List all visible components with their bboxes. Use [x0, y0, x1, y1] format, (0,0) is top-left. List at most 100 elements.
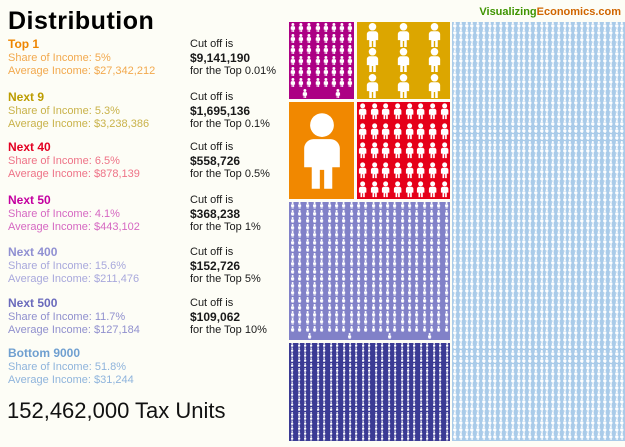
person-icon [313, 303, 317, 311]
person-icon [464, 105, 469, 113]
person-icon [620, 168, 624, 176]
person-icon [597, 147, 601, 155]
person-icon [533, 356, 538, 364]
person-icon [545, 63, 549, 71]
person-icon [574, 98, 578, 106]
person-icon [608, 398, 613, 406]
person-icon [493, 314, 497, 322]
person-icon [551, 286, 555, 294]
person-icon [608, 119, 613, 127]
person-icon [476, 29, 480, 36]
person-icon [305, 245, 309, 253]
person-icon [499, 112, 503, 120]
person-icon [510, 84, 515, 92]
person-icon [539, 161, 543, 169]
person-icon [557, 70, 561, 78]
person-icon [539, 314, 543, 322]
person-icon [585, 307, 590, 315]
person-icon [422, 296, 426, 304]
person-icon [562, 328, 567, 336]
person-icon [516, 22, 520, 29]
group-row-next9: Next 9 Share of Income: 5.3% Average Incom… [8, 91, 290, 131]
person-icon [510, 370, 515, 378]
person-icon [487, 252, 492, 259]
person-icon [394, 436, 397, 441]
person-icon [597, 105, 601, 113]
person-icon [476, 405, 480, 413]
person-icon [557, 328, 561, 336]
person-icon [591, 391, 595, 399]
person-icon [470, 98, 474, 106]
person-icon [378, 202, 382, 209]
person-icon [400, 224, 404, 231]
person-icon [476, 91, 480, 99]
person-icon [614, 224, 618, 232]
site-link[interactable]: VisualizingEconomics.com [479, 6, 621, 18]
person-icon [533, 342, 538, 350]
person-icon [557, 49, 561, 57]
person-icon [459, 84, 463, 92]
person-icon [464, 398, 469, 406]
person-icon [539, 370, 543, 378]
person-icon [568, 363, 572, 371]
person-icon [342, 253, 346, 260]
person-icon [393, 325, 397, 333]
person-icon [597, 77, 601, 85]
person-icon [580, 29, 584, 36]
person-icon [533, 238, 538, 245]
person-icon [364, 303, 368, 311]
person-icon [603, 272, 607, 280]
person-icon [303, 112, 340, 189]
person-icon [608, 279, 613, 287]
person-icon [614, 405, 618, 413]
person-icon [428, 103, 437, 120]
person-icon [499, 161, 503, 169]
person-icon [505, 56, 509, 64]
person-icon [562, 203, 567, 211]
person-icon [551, 384, 555, 392]
person-icon [557, 391, 561, 399]
person-icon [437, 260, 441, 267]
person-icon [313, 253, 317, 260]
person-icon [499, 300, 503, 308]
person-icon [528, 405, 532, 413]
person-icon [393, 303, 397, 311]
person-icon [331, 44, 336, 55]
person-icon [313, 209, 317, 217]
person-icon [487, 286, 492, 294]
person-icon [482, 300, 486, 308]
person-icon [487, 356, 492, 364]
person-icon [453, 265, 457, 273]
person-icon [620, 196, 624, 204]
person-icon [334, 267, 339, 275]
person-icon [415, 311, 419, 318]
person-icon [470, 203, 474, 211]
person-icon [487, 203, 492, 211]
person-icon [313, 311, 317, 318]
person-icon [568, 307, 572, 315]
person-icon [528, 63, 532, 71]
person-icon [620, 238, 624, 245]
person-icon [349, 267, 353, 275]
person-icon [528, 175, 532, 183]
person-icon [505, 126, 509, 134]
person-icon [342, 303, 346, 311]
person-icon [574, 84, 578, 92]
person-icon [408, 260, 412, 267]
person-icon [574, 370, 578, 378]
person-icon [487, 147, 492, 155]
person-icon [453, 84, 457, 92]
person-icon [597, 300, 601, 308]
person-icon [307, 44, 312, 55]
person-icon [342, 231, 346, 238]
person-icon [551, 70, 555, 78]
person-icon [487, 426, 492, 434]
person-icon [568, 258, 572, 266]
person-icon [334, 303, 339, 311]
person-icon [487, 98, 492, 106]
person-icon [408, 267, 412, 275]
person-icon [453, 398, 457, 406]
person-icon [470, 175, 474, 183]
person-icon [545, 217, 549, 225]
person-icon [608, 126, 613, 134]
